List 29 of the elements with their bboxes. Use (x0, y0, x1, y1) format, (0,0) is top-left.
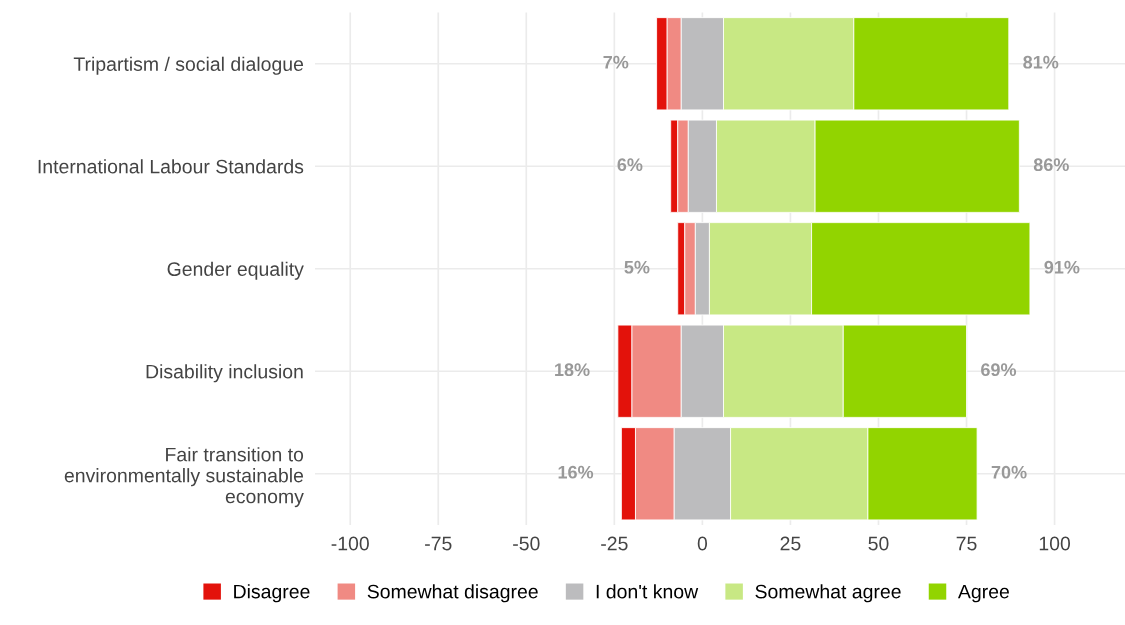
x-tick-label: 100 (1039, 536, 1071, 551)
legend-label: Somewhat agree (755, 584, 901, 603)
y-tick-label: International Labour Standards (38, 159, 304, 174)
y-tick-label: Tripartism / social dialogue (73, 56, 304, 75)
x-tick-label: -50 (513, 536, 540, 551)
annotation: 69% (981, 363, 1017, 377)
legend-label: Disagree (234, 584, 310, 603)
x-tick-label: -75 (425, 536, 452, 551)
annotation: 91% (1044, 260, 1080, 274)
annotation: 86% (1033, 158, 1069, 172)
annotation: 81% (1023, 55, 1059, 69)
annotation: 7% (603, 55, 629, 69)
annotation: 18% (555, 363, 590, 377)
annotation: 70% (991, 465, 1027, 479)
legend-label: Somewhat disagree (367, 584, 538, 603)
x-tick-label: 50 (868, 536, 889, 551)
y-tick-label: Fair transition to environmentally sustainable economy (64, 447, 304, 508)
x-tick-label: 0 (697, 536, 708, 551)
y-tick-label: Disability inclusion (146, 364, 303, 383)
annotation: 5% (624, 260, 650, 274)
x-tick-label: -100 (331, 536, 369, 551)
legend-label: Agree (957, 584, 1009, 603)
annotation: 6% (617, 158, 643, 172)
x-tick-label: -25 (601, 536, 628, 551)
x-tick-label: 25 (780, 536, 801, 551)
annotation: 16% (558, 465, 594, 479)
y-tick-label: Gender equality (167, 261, 304, 280)
x-tick-label: 75 (956, 536, 977, 551)
legend-label: I don't know (596, 584, 699, 599)
